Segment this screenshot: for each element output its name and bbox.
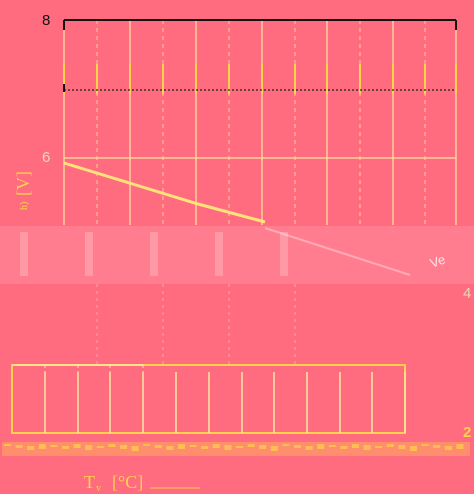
y-tick-label-4: 4	[463, 285, 471, 302]
ghost-bar-2	[150, 232, 158, 276]
y-tick-label-8: 8	[42, 12, 50, 29]
x-axis-label-unit: [°C]	[112, 472, 143, 492]
band-dash-30	[352, 444, 359, 448]
band-dash-20	[236, 446, 243, 448]
band-dash-17	[201, 446, 209, 449]
ghost-diagonal	[264, 227, 411, 276]
band-dash-14	[166, 446, 174, 450]
vertical-grid	[63, 20, 457, 225]
annotation-ve: Ve	[428, 252, 447, 271]
band-dash-18	[212, 444, 220, 448]
band-dash-32	[375, 446, 383, 448]
bottom-axis-band	[2, 442, 470, 456]
series-group	[63, 161, 266, 224]
ghost-bar-0	[20, 232, 28, 276]
band-dash-19	[224, 445, 232, 450]
band-dash-3	[38, 444, 46, 449]
ghost-bar-3	[215, 232, 223, 276]
band-dash-5	[62, 446, 69, 449]
band-dash-1	[15, 445, 23, 448]
band-dash-27	[317, 444, 325, 449]
lower-grid	[44, 365, 406, 433]
y-tick-label-6: 6	[42, 149, 50, 166]
ghost-bar-1	[85, 232, 93, 276]
band-dash-33	[386, 444, 394, 447]
band-dash-9	[108, 444, 116, 447]
band-dash-26	[305, 446, 313, 450]
band-dash-7	[85, 445, 93, 450]
y-axis-label: h) [V]	[13, 171, 33, 210]
band-dash-34	[398, 445, 406, 449]
band-dash-29	[340, 446, 348, 449]
band-dash-12	[143, 444, 151, 446]
band-dash-25	[294, 445, 301, 448]
band-dash-37	[433, 445, 441, 448]
band-dash-4	[50, 445, 58, 447]
y-axis-label-unit: [V]	[13, 171, 33, 196]
band-dash-10	[120, 445, 127, 449]
band-dash-8	[96, 446, 104, 448]
x-axis-label-sub: v	[96, 483, 101, 494]
x-axis-label-symbol: T	[84, 472, 95, 492]
ghost-grid	[20, 227, 411, 365]
y-axis-label-prefix: h)	[19, 202, 30, 210]
band-dash-21	[247, 444, 255, 447]
band-dash-22	[259, 445, 267, 449]
x-axis-label: T v [°C]	[84, 472, 143, 494]
plot-area	[64, 20, 456, 225]
band-dash-36	[421, 444, 429, 446]
series-line-0	[63, 161, 266, 224]
band-dash-11	[131, 446, 139, 451]
band-dash-15	[178, 444, 185, 449]
band-dash-23	[270, 446, 278, 451]
band-dash-24	[282, 444, 290, 446]
y-tick-label-2: 2	[463, 424, 471, 441]
band-dash-38	[444, 446, 452, 450]
band-dash-39	[456, 444, 464, 449]
band-dash-13	[154, 445, 162, 448]
band-dash-0	[4, 444, 11, 446]
band-dash-2	[27, 446, 35, 450]
band-dash-31	[363, 445, 371, 450]
band-dash-16	[189, 445, 197, 447]
band-dash-6	[73, 444, 81, 448]
ghost-bar-4	[280, 232, 288, 276]
band-dash-28	[328, 445, 336, 447]
band-dash-35	[410, 446, 417, 451]
washed-band	[0, 226, 474, 284]
